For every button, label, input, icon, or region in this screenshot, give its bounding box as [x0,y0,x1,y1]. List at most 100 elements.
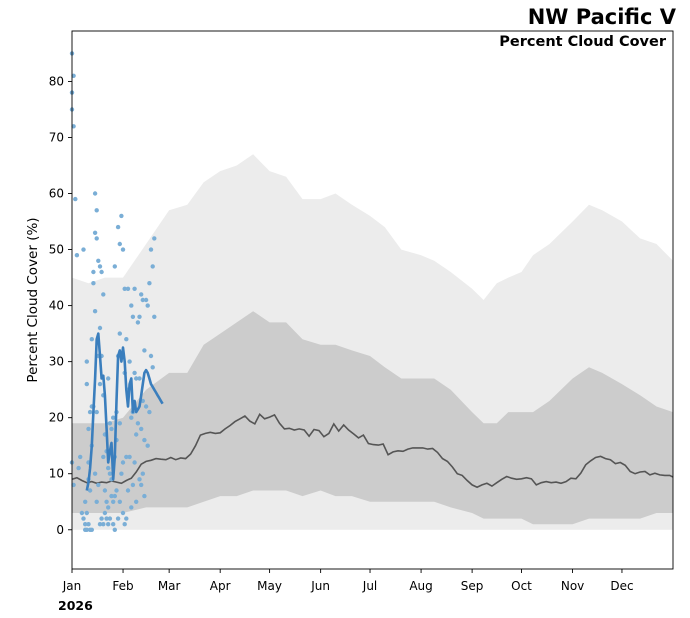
observation-point [132,460,137,465]
y-tick-label: 30 [49,355,64,369]
x-tick-label: Apr [210,579,231,593]
observation-point [137,376,142,381]
observation-point [140,471,145,476]
observation-point [145,303,150,308]
observation-point [92,191,98,196]
observation-point [139,482,144,488]
observation-point [127,359,132,364]
y-tick-label: 20 [49,411,64,425]
observation-point [107,421,113,426]
observation-point [94,499,99,504]
observation-point [92,230,98,235]
observation-point [94,236,99,241]
observed-series-line [85,332,164,491]
observation-point [152,314,157,319]
observation-point [78,454,83,460]
observation-point [94,409,99,415]
y-tick-label: 50 [49,243,64,257]
x-axis: Jan Feb Mar Apr May Jun Jul Aug Sep Oct Nov Dec [62,569,634,593]
observation-point [89,527,95,532]
observation-point [130,314,136,319]
x-tick-label: Jun [310,579,330,593]
x-tick-label: Sep [461,579,484,593]
observation-point [92,309,98,314]
observation-point [120,460,126,465]
observation-point [84,381,90,387]
observation-point [117,331,123,336]
plot-area [69,51,674,532]
observation-point [150,365,155,370]
observation-point [79,510,85,516]
observation-points [69,51,157,532]
observation-point [92,471,98,476]
y-axis: 0 10 20 30 40 50 60 70 80 [49,74,72,537]
observation-point [87,488,93,493]
observation-point [111,415,116,420]
observation-point [84,359,90,364]
observation-point [83,499,88,504]
observation-point [129,415,134,420]
observation-point [76,465,81,471]
plot-frame [71,30,674,570]
observation-point [97,264,103,269]
observation-point [125,286,131,291]
observation-point [135,421,141,426]
observation-point [117,241,123,247]
observation-point [107,516,113,521]
observation-point [119,471,124,476]
observation-point [111,499,116,504]
y-tick-label: 0 [56,523,64,537]
observation-point [102,488,108,493]
observation-point [137,314,142,319]
observation-point [96,482,101,488]
observation-point [86,522,91,527]
observation-point [120,510,126,516]
observation-point [132,286,137,291]
observation-point [112,493,118,499]
observation-point [134,432,139,437]
x-tick-label: Aug [409,579,432,593]
observation-point [140,297,145,303]
y-axis-label: Percent Cloud Cover (%) [25,217,41,382]
observation-point [83,522,88,527]
observation-point [142,493,147,499]
observation-point [84,527,90,532]
x-tick-label: Feb [112,579,133,593]
x-tick-label: Dec [610,579,633,593]
observation-point [96,258,101,263]
y-tick-label: 70 [49,130,64,144]
observation-point [147,281,152,286]
observation-point [101,292,106,297]
observation-point [134,499,139,504]
observation-point [104,516,109,521]
observation-point [142,348,147,353]
observation-point [150,264,155,269]
observation-point [71,124,76,129]
observation-point [134,376,139,381]
observation-point [106,376,111,381]
y-tick-label: 40 [49,299,64,313]
observation-point [112,264,118,269]
observation-point [101,454,106,460]
observation-point [91,269,96,275]
observation-point [119,213,124,219]
observation-point [73,196,78,202]
observation-point [120,247,126,252]
observation-point [130,482,136,488]
observation-point [129,505,134,510]
observation-point [91,281,96,286]
observation-point [145,443,150,448]
observation-point [117,421,123,426]
x-tick-label: May [257,579,282,593]
observation-point [97,522,103,527]
observation-point [148,353,154,359]
observation-point [99,269,104,275]
x-tick-label: Mar [158,579,181,593]
observation-point [97,325,103,331]
observation-point [148,247,154,252]
observation-point [97,381,103,387]
observation-point [124,337,129,342]
observation-point [139,426,144,432]
observation-point [106,505,111,510]
